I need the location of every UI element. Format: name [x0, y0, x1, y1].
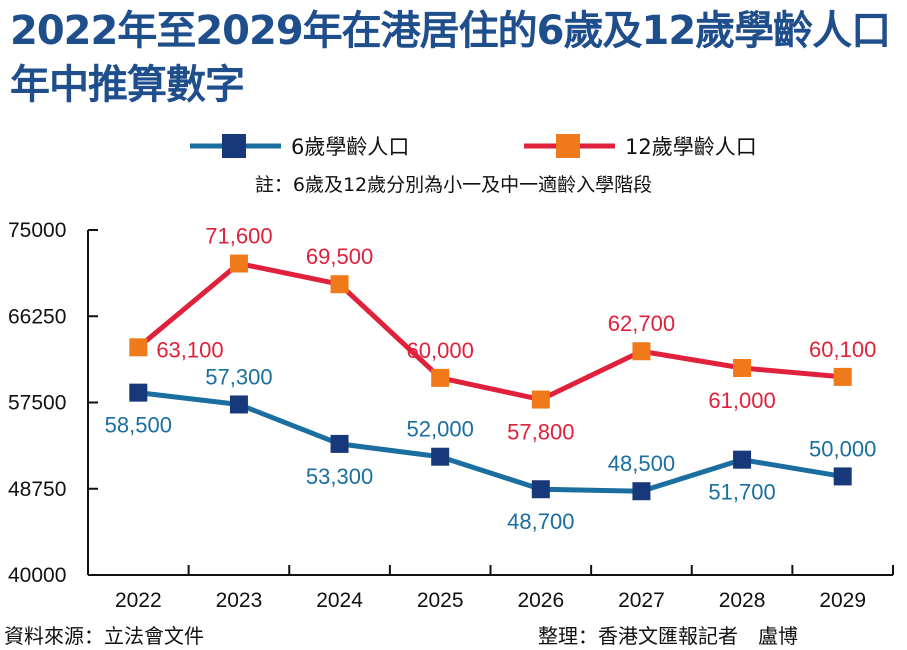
legend-label-12: 12歲學齡人口	[625, 135, 757, 159]
data-point	[833, 467, 852, 486]
data-label: 60,000	[407, 338, 474, 363]
data-point	[733, 359, 752, 377]
data-point	[431, 368, 450, 387]
data-point	[229, 395, 248, 414]
data-point	[129, 383, 148, 402]
y-tick-label: 75000	[8, 219, 66, 242]
x-tick-label: 2026	[517, 589, 564, 612]
y-tick-label: 66250	[8, 305, 66, 328]
data-label: 52,000	[407, 417, 474, 442]
data-point	[330, 434, 349, 453]
data-label: 57,300	[205, 364, 272, 389]
data-point	[129, 338, 148, 357]
x-tick-label: 2025	[417, 589, 464, 612]
legend: 6歲學齡人口 12歲學齡人口	[0, 128, 907, 164]
chart-title: 2022年至2029年在港居住的6歲及12歲學齡人口年中推算數字	[10, 8, 891, 108]
legend-label-6: 6歲學齡人口	[291, 135, 410, 159]
x-tick-label: 2024	[316, 589, 363, 612]
data-label: 71,600	[205, 224, 272, 249]
data-point	[229, 254, 248, 273]
data-point	[733, 450, 752, 469]
data-label: 62,700	[608, 311, 675, 336]
legend-swatch-6	[190, 134, 281, 158]
data-label: 61,000	[708, 388, 775, 413]
data-point	[531, 480, 550, 499]
data-point	[632, 342, 651, 361]
data-label: 69,500	[306, 244, 373, 269]
data-point	[431, 447, 450, 466]
data-point	[330, 275, 349, 294]
data-point	[531, 390, 550, 409]
y-tick-label: 48750	[8, 478, 66, 501]
series-line-1	[136, 261, 843, 403]
x-tick-label: 2023	[216, 589, 263, 612]
x-tick-label: 2022	[115, 589, 162, 612]
source-text: 資料來源：立法會文件	[4, 624, 204, 648]
data-label: 57,800	[507, 420, 574, 445]
x-tick-label: 2028	[719, 589, 766, 612]
legend-item-12: 12歲學齡人口	[522, 128, 757, 164]
chart-note: 註：6歲及12歲分別為小一及中一適齡入學階段	[254, 174, 653, 196]
data-label: 58,500	[105, 413, 172, 438]
data-label: 51,700	[708, 480, 775, 505]
credit-text: 整理：香港文匯報記者 盧博	[538, 624, 798, 648]
x-tick-label: 2029	[819, 589, 866, 612]
y-tick-label: 40000	[8, 564, 66, 587]
data-label: 48,500	[608, 451, 675, 476]
data-label: 50,000	[809, 436, 876, 461]
x-tick-label: 2027	[618, 589, 665, 612]
legend-swatch-12	[524, 134, 615, 158]
data-point	[833, 367, 852, 386]
data-point	[632, 482, 651, 501]
data-label: 53,300	[306, 464, 373, 489]
data-label: 60,100	[809, 337, 876, 362]
legend-item-6: 6歲學齡人口	[188, 128, 409, 164]
y-tick-label: 57500	[8, 392, 66, 415]
series-line-0	[138, 390, 844, 494]
data-label: 63,100	[156, 337, 223, 362]
data-label: 48,700	[507, 509, 574, 534]
